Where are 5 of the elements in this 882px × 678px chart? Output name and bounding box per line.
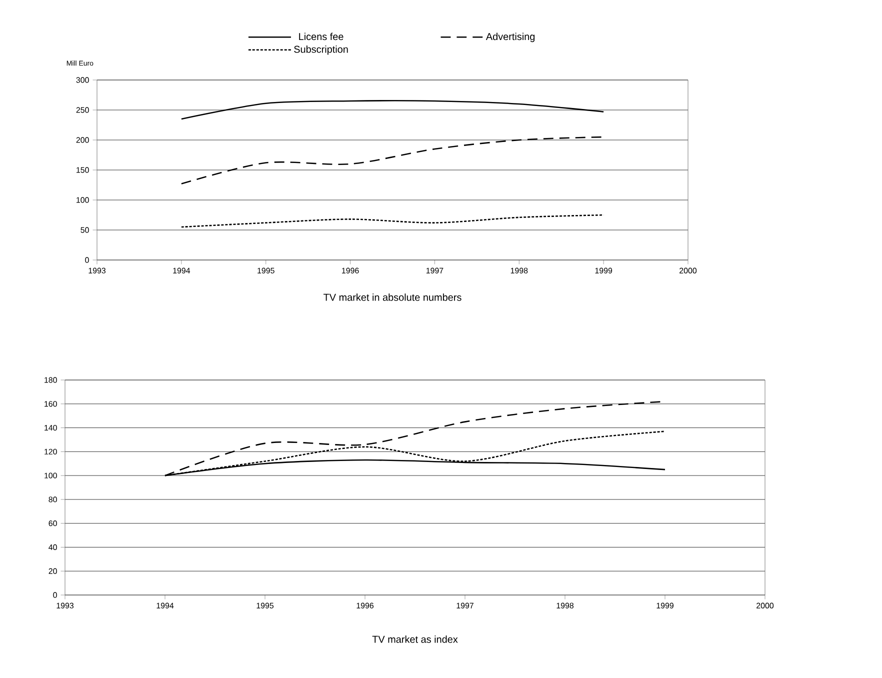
text: TV market as index	[372, 636, 458, 643]
text: TV market in absolute numbers	[324, 294, 462, 301]
legend-label: Advertising	[486, 32, 535, 42]
legend-label: Subscription	[294, 45, 348, 55]
legend-label: Licens fee	[299, 32, 344, 40]
